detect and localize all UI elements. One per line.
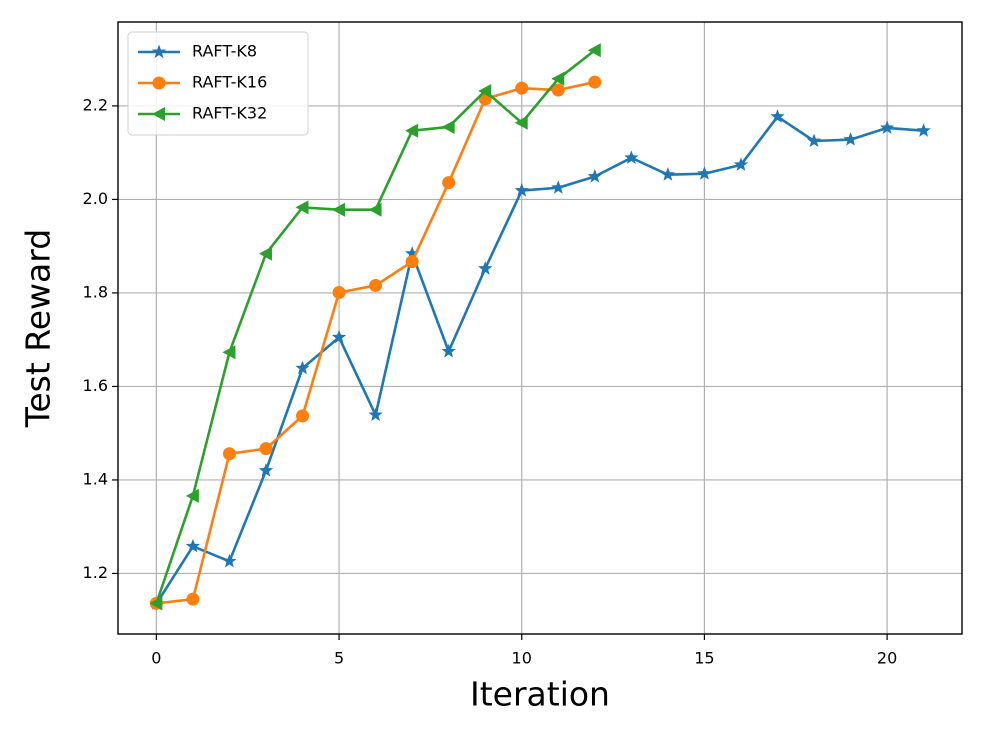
marker (186, 592, 200, 606)
x-tick-label: 0 (151, 649, 161, 668)
marker (916, 123, 931, 137)
plot-area (149, 43, 931, 611)
marker (588, 75, 602, 89)
legend-marker (152, 76, 166, 90)
y-tick-label: 2.2 (83, 95, 108, 114)
marker (369, 278, 383, 292)
marker (697, 166, 712, 180)
marker (222, 345, 236, 360)
marker (404, 246, 420, 260)
y-tick-label: 2.0 (83, 189, 108, 208)
marker (185, 538, 201, 553)
marker (551, 180, 566, 194)
series-line (155, 115, 924, 605)
y-axis-label: Test Reward (19, 229, 58, 428)
marker (733, 157, 749, 171)
legend-box (127, 31, 309, 136)
marker (405, 255, 419, 269)
marker (332, 202, 346, 217)
marker (149, 596, 163, 611)
series-line (156, 80, 596, 605)
x-tick-label: 10 (512, 649, 532, 668)
marker (332, 285, 346, 299)
x-tick-label: 15 (694, 649, 714, 668)
marker (405, 123, 419, 138)
marker (296, 409, 310, 423)
marker (259, 442, 273, 456)
marker (258, 246, 272, 261)
legend-label: RAFT-K8 (192, 42, 257, 61)
x-axis-label: Iteration (470, 675, 610, 714)
marker (331, 329, 347, 344)
marker (624, 150, 639, 164)
marker (295, 200, 309, 215)
legend-label: RAFT-K16 (192, 73, 267, 92)
marker (222, 553, 237, 568)
marker (441, 343, 456, 358)
marker (222, 447, 236, 461)
marker (478, 261, 493, 275)
marker (295, 360, 310, 375)
x-tick-label: 5 (334, 649, 344, 668)
marker (770, 109, 785, 123)
legend-marker (152, 107, 165, 121)
x-tick-label: 20 (877, 649, 897, 668)
legend-label: RAFT-K32 (192, 104, 267, 123)
marker (441, 119, 455, 134)
marker (843, 132, 858, 146)
legend-marker (151, 44, 167, 59)
y-tick-label: 1.4 (83, 469, 108, 488)
marker (368, 202, 382, 217)
marker (879, 120, 895, 134)
y-tick-label: 1.6 (83, 376, 108, 395)
marker (514, 115, 528, 130)
marker (258, 463, 274, 477)
marker (660, 167, 676, 181)
marker (515, 81, 529, 95)
marker (514, 183, 529, 197)
marker (478, 83, 492, 98)
marker (185, 488, 199, 503)
plot-frame (117, 21, 963, 635)
y-tick-label: 1.2 (83, 563, 108, 582)
marker (368, 407, 383, 422)
marker (587, 43, 601, 58)
marker (587, 169, 602, 183)
legend: RAFT-K8 RAFT-K16 RAFT-K32 (127, 31, 309, 136)
marker (551, 83, 565, 97)
marker (442, 176, 456, 190)
y-tick-label: 1.8 (83, 282, 108, 301)
marker (806, 133, 822, 148)
marker (551, 71, 565, 86)
